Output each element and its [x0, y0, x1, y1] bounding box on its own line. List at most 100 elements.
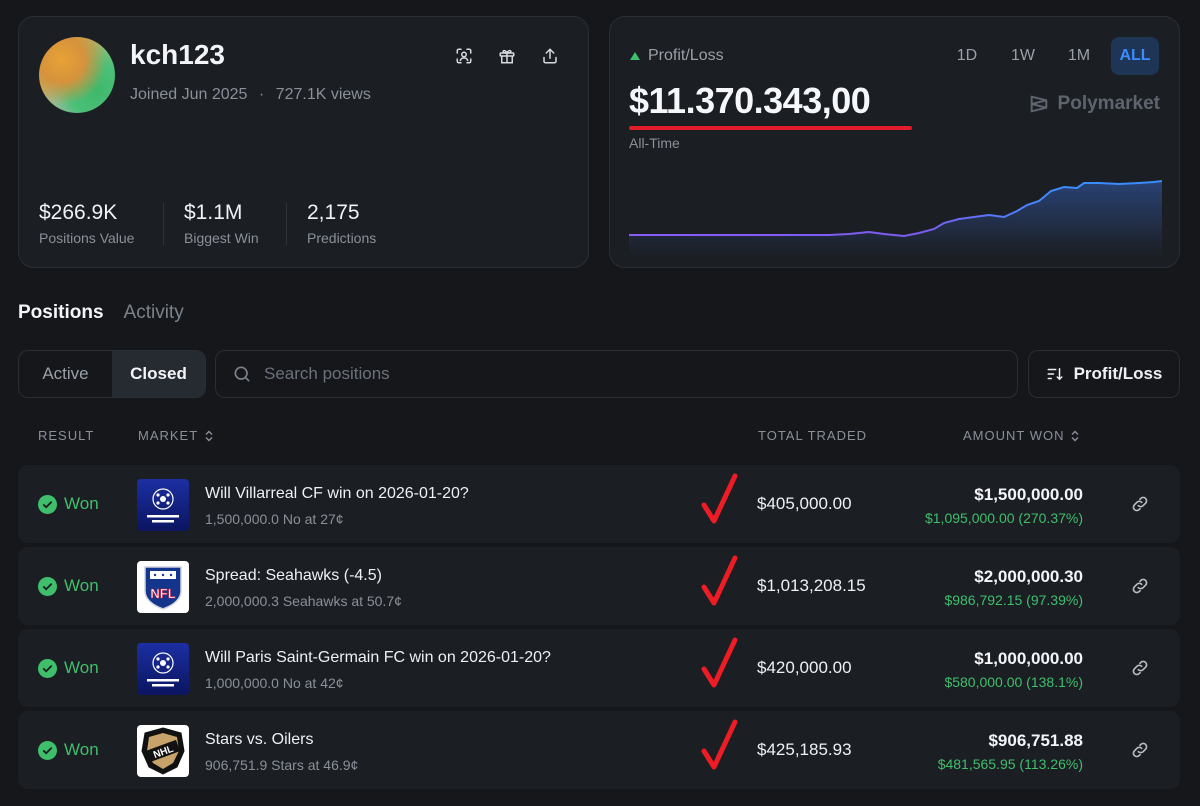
- search-icon: [234, 366, 250, 382]
- amount-won: $906,751.88: [988, 731, 1083, 750]
- scan-icon[interactable]: [453, 45, 475, 67]
- market-title[interactable]: Will Paris Saint-Germain FC win on 2026-…: [205, 649, 551, 666]
- profit-amount: $986,792.15 (97.39%): [944, 592, 1083, 608]
- range-tab-1m[interactable]: 1M: [1067, 47, 1091, 64]
- nfl-logo-icon: NFL: [137, 561, 189, 613]
- header-market[interactable]: MARKET: [138, 428, 214, 443]
- result-badge: Won: [38, 740, 99, 760]
- stat-value: $1.1M: [184, 201, 243, 224]
- red-checkmark-annotation: [701, 473, 738, 524]
- link-icon[interactable]: [1130, 658, 1150, 678]
- sort-icon: [1047, 368, 1063, 381]
- tab-activity[interactable]: Activity: [123, 302, 184, 323]
- header-amount-won[interactable]: AMOUNT WON: [963, 428, 1080, 443]
- username: kch123: [130, 39, 225, 70]
- filter-closed-button[interactable]: Closed: [112, 351, 205, 397]
- total-traded: $1,013,208.15: [757, 576, 866, 595]
- stat-divider: [163, 203, 164, 245]
- link-icon[interactable]: [1130, 494, 1150, 514]
- market-position: 1,000,000.0 No at 42¢: [205, 675, 344, 691]
- result-badge: Won: [38, 494, 99, 514]
- pnl-chart-line: [629, 180, 1162, 238]
- amount-won: $1,000,000.00: [974, 649, 1083, 668]
- up-triangle-icon: [630, 52, 640, 60]
- table-row[interactable]: Won Will Villarreal CF win on 2026-01-20…: [18, 465, 1180, 543]
- range-tab-1d[interactable]: 1D: [956, 47, 978, 64]
- main-tabs: Positions Activity: [18, 302, 184, 324]
- header-result: RESULT: [38, 428, 95, 443]
- table-row[interactable]: Won Will Paris Saint-Germain FC win on 2…: [18, 629, 1180, 707]
- stat-divider: [286, 203, 287, 245]
- check-circle-icon: [38, 494, 57, 514]
- stat-positions-value: $266.9K Positions Value: [39, 201, 134, 246]
- market-position: 906,751.9 Stars at 46.9¢: [205, 757, 359, 773]
- meta-separator: ·: [258, 86, 265, 103]
- profit-amount: $580,000.00 (138.1%): [944, 674, 1083, 690]
- views-count: 727.1K views: [275, 86, 371, 103]
- pnl-label: Profit/Loss: [630, 47, 724, 65]
- check-circle-icon: [38, 740, 57, 760]
- amount-won: $2,000,000.30: [974, 567, 1083, 586]
- stat-biggest-win: $1.1M Biggest Win: [184, 201, 259, 246]
- status-segmented-control: Active Closed: [18, 350, 206, 398]
- filter-active-button[interactable]: Active: [42, 364, 89, 383]
- sort-label: Profit/Loss: [1073, 364, 1163, 383]
- red-checkmark-annotation: [701, 637, 738, 688]
- tab-positions[interactable]: Positions: [18, 302, 104, 323]
- market-title[interactable]: Spread: Seahawks (-4.5): [205, 567, 382, 584]
- avatar: [39, 37, 115, 113]
- brand-text: Polymarket: [1057, 93, 1160, 114]
- share-icon[interactable]: [539, 45, 561, 67]
- stat-label: Predictions: [307, 230, 377, 246]
- gift-icon[interactable]: [496, 45, 518, 67]
- check-circle-icon: [38, 658, 57, 678]
- range-tab-all[interactable]: ALL: [1111, 37, 1159, 75]
- link-icon[interactable]: [1130, 576, 1150, 596]
- champions-league-logo-icon: [137, 479, 189, 531]
- nhl-logo-icon: NHL: [137, 725, 189, 777]
- stat-label: Positions Value: [39, 230, 135, 246]
- profile-meta: Joined Jun 2025 · 727.1K views: [130, 86, 371, 104]
- pnl-chart: [629, 180, 1162, 257]
- table-row[interactable]: Won NHL Stars vs. Oilers 906,751.9 Stars…: [18, 711, 1180, 789]
- red-checkmark-annotation: [701, 555, 738, 606]
- polymarket-logo-icon: [1030, 95, 1047, 113]
- market-position: 2,000,000.3 Seahawks at 50.7¢: [205, 593, 402, 609]
- market-title[interactable]: Stars vs. Oilers: [205, 731, 314, 748]
- sort-toggle-icon: [1071, 430, 1079, 441]
- search-input[interactable]: [264, 364, 964, 384]
- result-label: Won: [64, 740, 99, 759]
- svg-text:NFL: NFL: [150, 586, 175, 601]
- link-icon[interactable]: [1130, 740, 1150, 760]
- profit-amount: $1,095,000.00 (270.37%): [924, 510, 1083, 526]
- search-box: [215, 350, 1018, 398]
- sort-toggle-icon: [205, 430, 213, 441]
- stat-value: $266.9K: [39, 201, 118, 224]
- sort-profit-loss-button[interactable]: Profit/Loss: [1028, 350, 1180, 398]
- total-traded: $420,000.00: [757, 658, 852, 677]
- profile-card: kch123 Joined Jun 2025 · 727.1K views $2…: [18, 16, 589, 268]
- market-title[interactable]: Will Villarreal CF win on 2026-01-20?: [205, 485, 469, 502]
- total-traded: $425,185.93: [757, 740, 852, 759]
- range-tabs: 1D 1W 1M ALL: [943, 37, 1159, 75]
- market-position: 1,500,000.0 No at 27¢: [205, 511, 344, 527]
- profit-amount: $481,565.95 (113.26%): [937, 756, 1083, 772]
- result-badge: Won: [38, 658, 99, 678]
- header-market-label: MARKET: [138, 428, 199, 443]
- header-amount-won-label: AMOUNT WON: [963, 428, 1065, 443]
- check-circle-icon: [38, 576, 57, 596]
- pnl-chart-area: [629, 181, 1162, 257]
- range-tab-1w[interactable]: 1W: [1011, 47, 1035, 64]
- amount-won: $1,500,000.00: [974, 485, 1083, 504]
- result-label: Won: [64, 658, 99, 677]
- stat-value: 2,175: [307, 201, 360, 224]
- champions-league-logo-icon: [137, 643, 189, 695]
- stat-label: Biggest Win: [184, 230, 259, 246]
- red-underline-annotation: [629, 126, 912, 130]
- result-label: Won: [64, 494, 99, 513]
- table-row[interactable]: Won NFL Spread: Seahawks (-4.5) 2,000,00…: [18, 547, 1180, 625]
- result-badge: Won: [38, 576, 99, 596]
- joined-date: Joined Jun 2025: [130, 86, 248, 103]
- red-checkmark-annotation: [701, 719, 738, 770]
- header-total-traded: TOTAL TRADED: [758, 428, 868, 443]
